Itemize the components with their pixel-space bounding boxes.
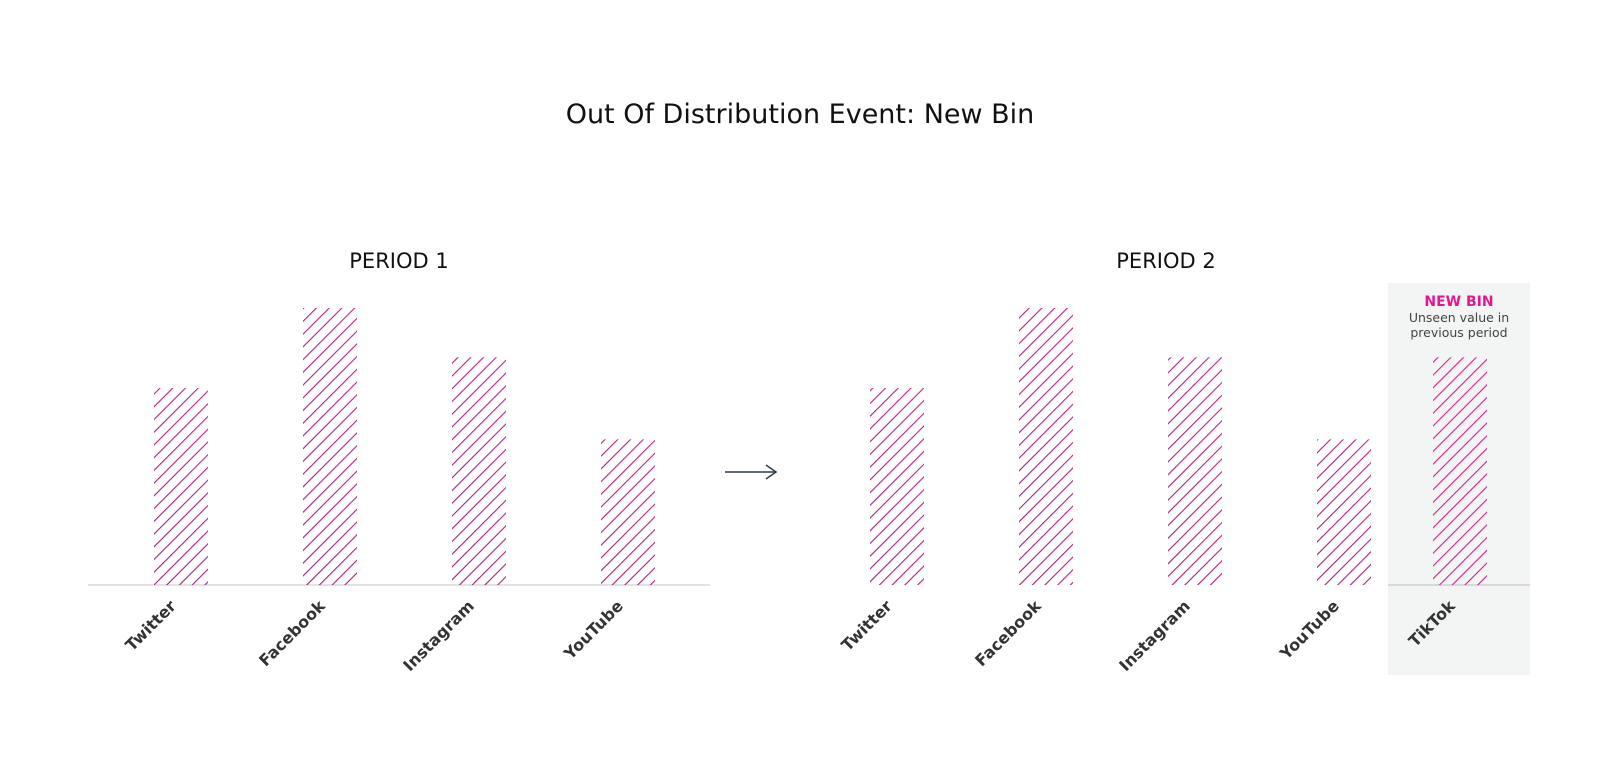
tick-label-1-instagram: Instagram [399,596,478,675]
bar-1-facebook [303,308,357,585]
bar-1-twitter [154,388,208,585]
tick-label-1-twitter: Twitter [122,596,180,654]
tick-label-1-youtube: YouTube [559,596,627,664]
new-bin-annotation-line-1: Unseen value in [1409,310,1509,325]
arrow-head [765,464,778,480]
panel-title-2: PERIOD 2 [1116,249,1215,273]
bar-2-youtube [1317,439,1371,585]
new-bin-annotation-title: NEW BIN [1424,294,1493,310]
bar-2-instagram [1168,357,1222,585]
chart-title: Out Of Distribution Event: New Bin [566,99,1035,130]
tick-label-2-twitter: Twitter [838,596,896,654]
bar-2-twitter [870,388,924,585]
tick-label-2-facebook: Facebook [971,596,1045,670]
tick-label-2-youtube: YouTube [1275,596,1343,664]
arrow-right-icon [725,464,778,480]
panel-title-1: PERIOD 1 [349,249,448,273]
bar-2-facebook [1019,308,1073,585]
tick-label-1-facebook: Facebook [255,596,329,670]
new-bin-annotation-line-2: previous period [1410,325,1507,340]
tick-label-2-instagram: Instagram [1115,596,1194,675]
bar-1-youtube [601,439,655,585]
bar-1-instagram [452,357,506,585]
bar-2-tiktok [1433,357,1487,585]
